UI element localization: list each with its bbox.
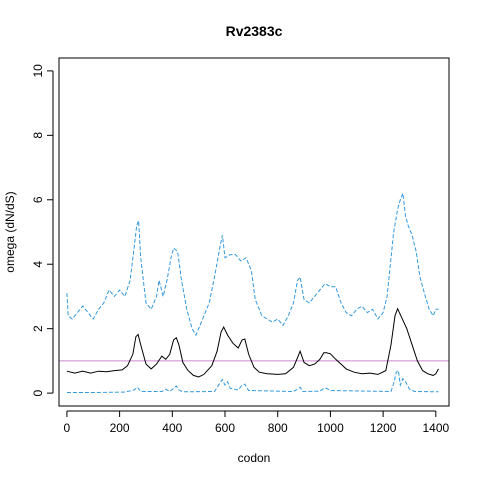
x-axis-label: codon [238,451,271,465]
y-tick-label: 10 [31,64,45,78]
x-tick-label: 400 [162,421,182,435]
x-tick-label: 0 [64,421,71,435]
x-tick-label: 1400 [422,421,449,435]
series-upper-line [66,193,439,337]
y-axis: 0 2 4 6 8 10 [31,64,54,396]
x-tick-label: 600 [215,421,235,435]
y-tick-label: 4 [31,261,45,268]
y-tick-label: 6 [31,196,45,203]
x-axis: 0 200 400 600 800 1000 1200 1400 [64,410,449,435]
series-lower-line [66,369,439,393]
y-tick-label: 0 [31,389,45,396]
series-mean-line [66,307,439,378]
plot-area [59,193,449,393]
y-axis-label: omega (dN/dS) [3,191,17,272]
x-tick-label: 1000 [317,421,344,435]
x-tick-label: 800 [268,421,288,435]
x-tick-label: 200 [110,421,130,435]
x-tick-label: 1200 [370,421,397,435]
y-tick-label: 2 [31,325,45,332]
chart-title: Rv2383c [226,23,283,39]
plot-frame [58,57,450,407]
y-tick-label: 8 [31,132,45,139]
